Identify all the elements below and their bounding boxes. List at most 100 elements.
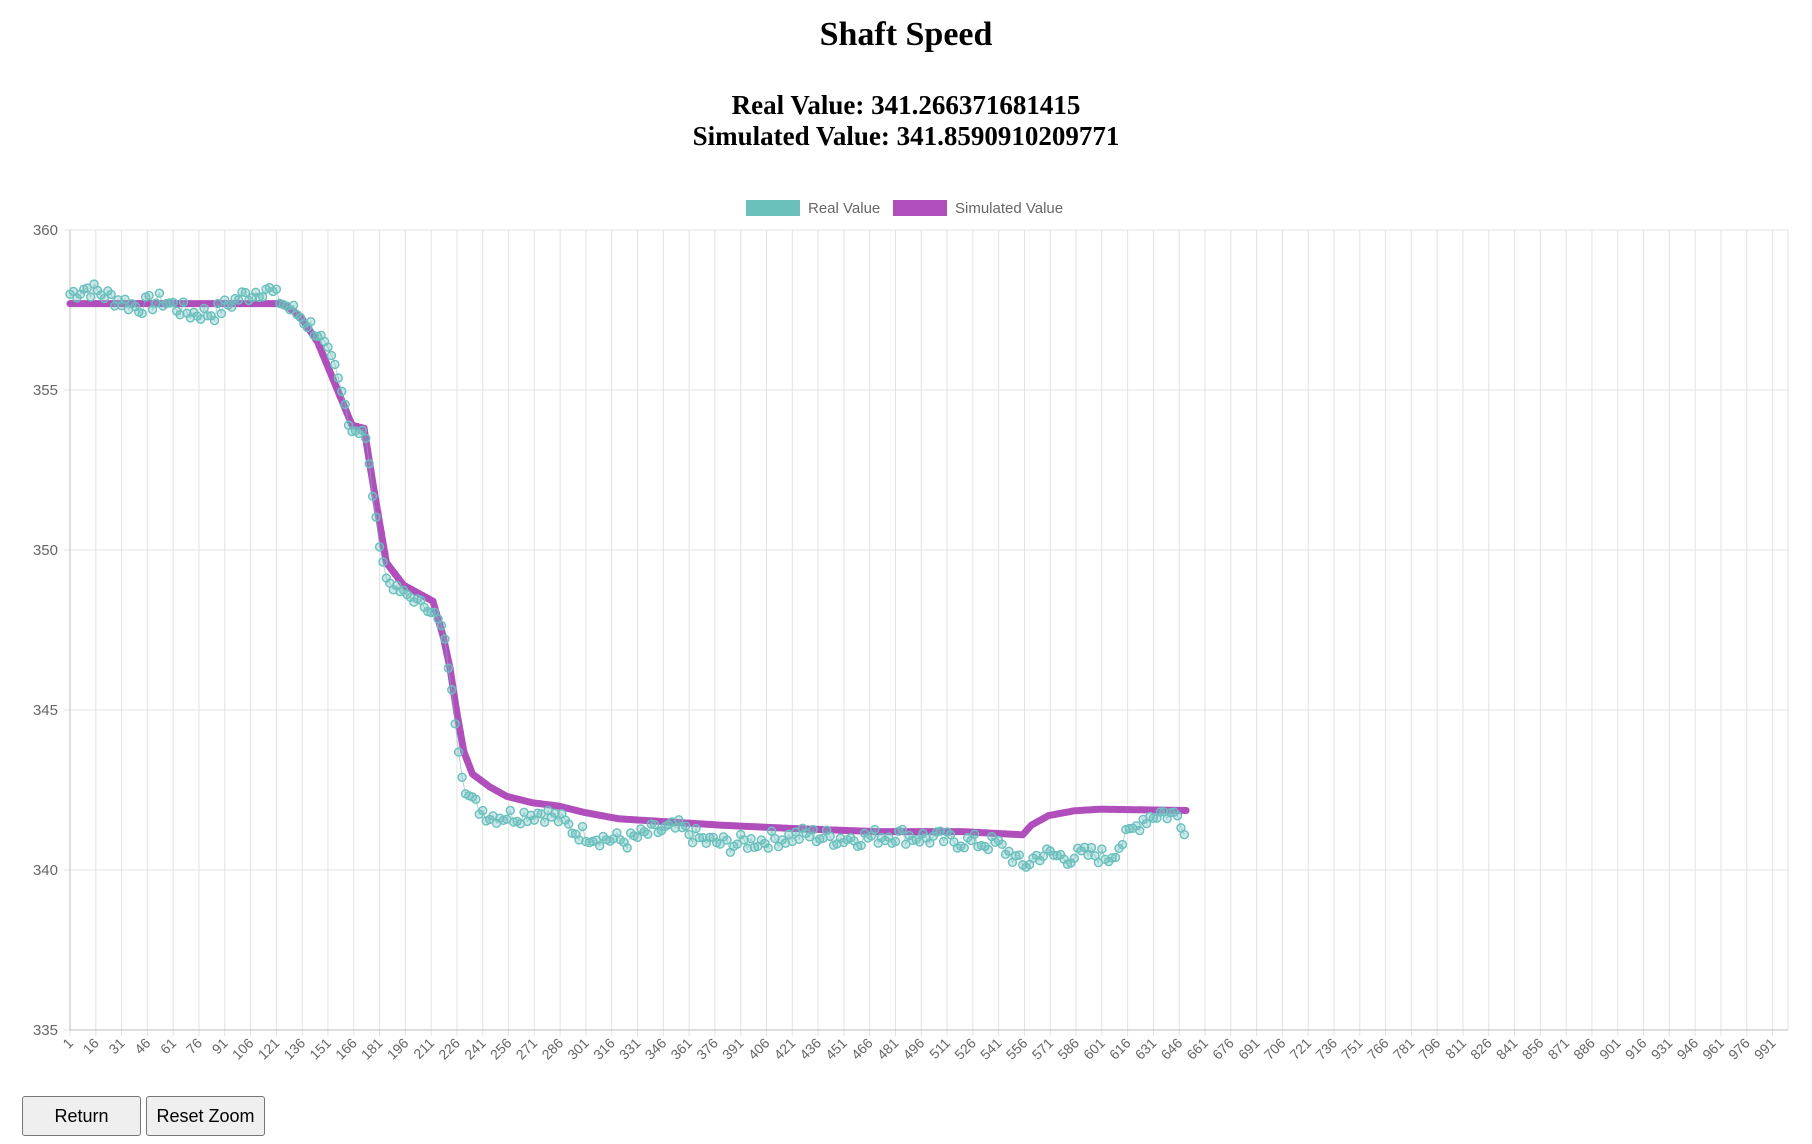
y-tick-label: 340	[33, 862, 58, 879]
x-tick-label: 226	[435, 1035, 463, 1063]
x-tick-label: 1	[59, 1035, 76, 1052]
x-tick-label: 781	[1390, 1035, 1418, 1063]
x-tick-label: 616	[1106, 1035, 1134, 1063]
x-tick-label: 916	[1622, 1035, 1650, 1063]
x-tick-label: 886	[1570, 1035, 1598, 1063]
simulated-value-point	[460, 747, 468, 756]
y-tick-label: 335	[33, 1022, 58, 1039]
simulated-value-point	[315, 342, 324, 350]
shaft-speed-chart[interactable]: 1 16 31 46 61 76 91106121136151166181196211226…	[0, 190, 1812, 1090]
x-tick-label: 826	[1467, 1035, 1495, 1063]
simulated-value-point	[360, 424, 368, 433]
y-tick-label: 360	[33, 222, 58, 239]
x-tick-label: 766	[1364, 1035, 1392, 1063]
simulated-value-point	[326, 367, 334, 375]
x-tick-label: 91	[209, 1035, 231, 1057]
return-button[interactable]: Return	[22, 1096, 141, 1136]
x-tick-label: 661	[1183, 1035, 1211, 1063]
x-tick-label: 511	[926, 1035, 953, 1062]
x-tick-label: 691	[1235, 1035, 1263, 1063]
x-tick-label: 991	[1751, 1035, 1779, 1063]
simulated-value-line	[66, 300, 1190, 839]
y-tick-label: 350	[33, 542, 58, 559]
chart-series	[65, 279, 1190, 872]
reset-zoom-button[interactable]: Reset Zoom	[146, 1096, 265, 1136]
real-value-line	[69, 282, 1185, 868]
chart-legend[interactable]: Real Value Simulated Value	[746, 200, 1063, 217]
x-tick-label: 841	[1493, 1035, 1521, 1063]
simulated-value-point	[374, 508, 382, 517]
x-tick-label: 706	[1261, 1035, 1289, 1063]
x-tick-label: 811	[1442, 1035, 1469, 1062]
x-tick-label: 331	[616, 1035, 644, 1063]
x-tick-label: 526	[951, 1035, 979, 1063]
x-tick-label: 241	[461, 1035, 489, 1063]
x-tick-label: 61	[157, 1035, 179, 1057]
simulated-value-point	[463, 756, 471, 765]
legend-swatch	[746, 200, 800, 216]
simulated-value-point	[305, 325, 313, 333]
x-tick-label: 46	[131, 1035, 153, 1057]
x-tick-label: 601	[1080, 1035, 1108, 1063]
x-tick-label: 676	[1209, 1035, 1237, 1063]
x-tick-label: 256	[487, 1035, 515, 1063]
x-tick-label: 961	[1699, 1035, 1727, 1063]
simulated-value-point	[456, 728, 465, 737]
page-title: Shaft Speed	[819, 16, 993, 53]
x-tick-label: 796	[1415, 1035, 1443, 1063]
simulated-value-point	[429, 597, 437, 605]
x-tick-label: 931	[1648, 1035, 1676, 1063]
x-tick-label: 346	[642, 1035, 670, 1063]
x-tick-label: 436	[796, 1035, 824, 1063]
x-tick-label: 976	[1725, 1035, 1753, 1063]
x-tick-label: 586	[1054, 1035, 1082, 1063]
x-tick-label: 421	[771, 1035, 799, 1063]
x-tick-label: 391	[719, 1035, 747, 1063]
x-tick-label: 946	[1673, 1035, 1701, 1063]
x-tick-label: 721	[1286, 1035, 1314, 1063]
simulated-value-point	[329, 375, 337, 384]
x-tick-label: 541	[977, 1035, 1005, 1063]
x-tick-label: 211	[410, 1035, 437, 1062]
x-tick-label: 361	[667, 1035, 695, 1063]
legend-item-simulated-value[interactable]: Simulated Value	[893, 200, 1063, 217]
x-tick-label: 16	[80, 1035, 102, 1057]
x-tick-label: 166	[332, 1035, 360, 1063]
x-tick-label: 451	[822, 1035, 850, 1063]
simulated-value-point	[350, 422, 358, 430]
x-tick-label: 571	[1029, 1035, 1057, 1063]
x-tick-label: 631	[1132, 1035, 1160, 1063]
legend-label: Real Value	[808, 200, 880, 217]
simulated-value-point	[391, 570, 399, 578]
x-tick-label: 106	[229, 1035, 257, 1063]
x-tick-label: 901	[1596, 1035, 1624, 1063]
y-tick-label: 345	[33, 702, 58, 719]
x-tick-label: 301	[564, 1035, 592, 1063]
x-tick-label: 481	[874, 1035, 902, 1063]
chart-grid	[64, 229, 1789, 1036]
legend-label: Simulated Value	[955, 200, 1063, 217]
legend-item-real-value[interactable]: Real Value	[746, 200, 880, 217]
x-tick-label: 316	[590, 1035, 618, 1063]
x-tick-label: 466	[848, 1035, 876, 1063]
x-tick-label: 286	[538, 1035, 566, 1063]
simulated-value-point	[319, 350, 327, 359]
x-tick-label: 196	[384, 1035, 412, 1063]
x-tick-label: 496	[900, 1035, 928, 1063]
chart-axes: 1 16 31 46 61 76 91106121136151166181196211226…	[33, 222, 1788, 1063]
simulated-value-point	[387, 565, 396, 574]
series-simulated-value	[66, 300, 1190, 839]
x-tick-label: 31	[105, 1035, 127, 1057]
simulated-value-point	[381, 549, 389, 557]
real-value-readout: Real Value: 341.266371681415	[731, 90, 1081, 120]
x-tick-label: 871	[1544, 1035, 1572, 1063]
x-tick-label: 136	[280, 1035, 308, 1063]
x-tick-label: 751	[1338, 1035, 1366, 1063]
x-tick-label: 271	[513, 1035, 541, 1063]
legend-swatch	[893, 200, 947, 216]
simulated-value-point	[322, 359, 330, 367]
x-tick-label: 376	[693, 1035, 721, 1063]
x-tick-label: 856	[1519, 1035, 1547, 1063]
x-tick-label: 181	[358, 1035, 386, 1063]
x-tick-label: 736	[1312, 1035, 1340, 1063]
